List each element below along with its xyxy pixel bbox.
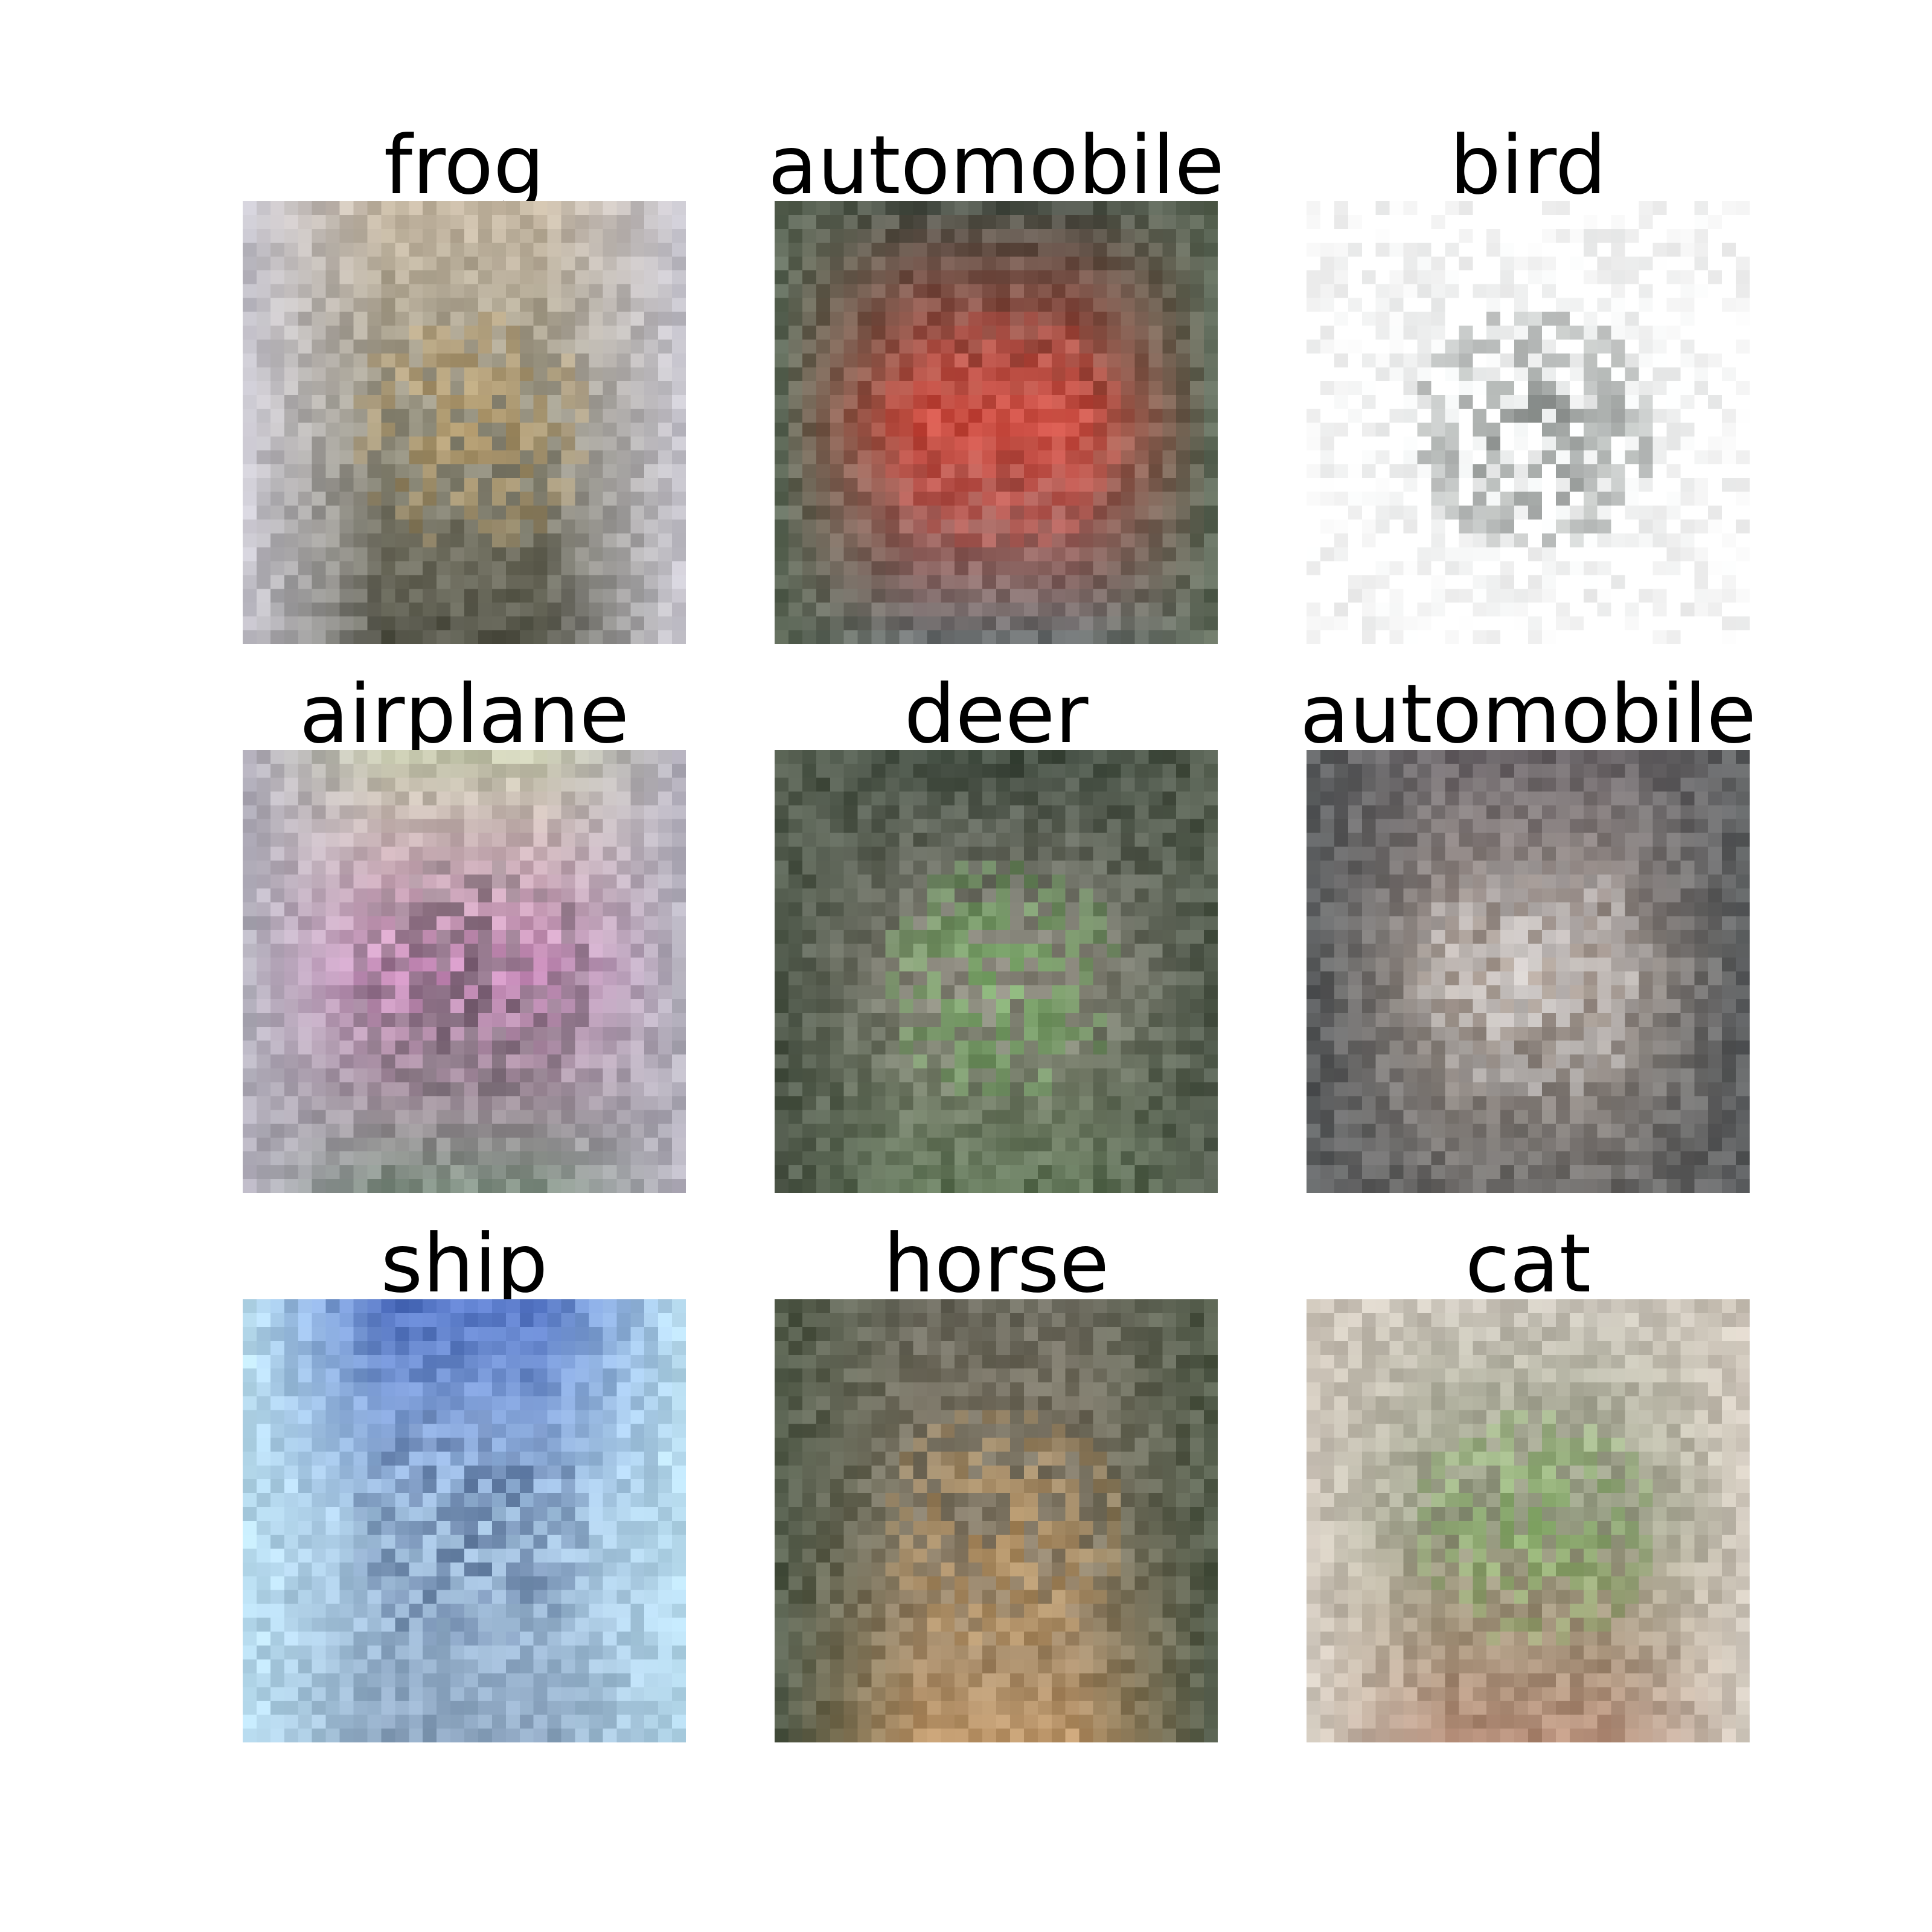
panel-label: automobile <box>1299 667 1757 761</box>
panel-label: bird <box>1449 118 1607 213</box>
panel-label: frog <box>383 118 545 213</box>
panel-label: horse <box>883 1217 1110 1311</box>
generated-image-frog <box>243 201 686 644</box>
generated-image-bird <box>1307 201 1750 644</box>
generated-image-cat <box>1307 1299 1750 1742</box>
generated-image-automobile-2 <box>1307 750 1750 1193</box>
panel-label: airplane <box>299 667 630 761</box>
panel-label: ship <box>380 1217 548 1311</box>
panel-label: deer <box>904 667 1089 761</box>
generated-image-deer <box>775 750 1218 1193</box>
panel-label: cat <box>1465 1217 1591 1311</box>
panel-label: automobile <box>767 118 1225 213</box>
generated-image-airplane <box>243 750 686 1193</box>
generated-image-horse <box>775 1299 1218 1742</box>
generated-image-automobile <box>775 201 1218 644</box>
generated-image-ship <box>243 1299 686 1742</box>
